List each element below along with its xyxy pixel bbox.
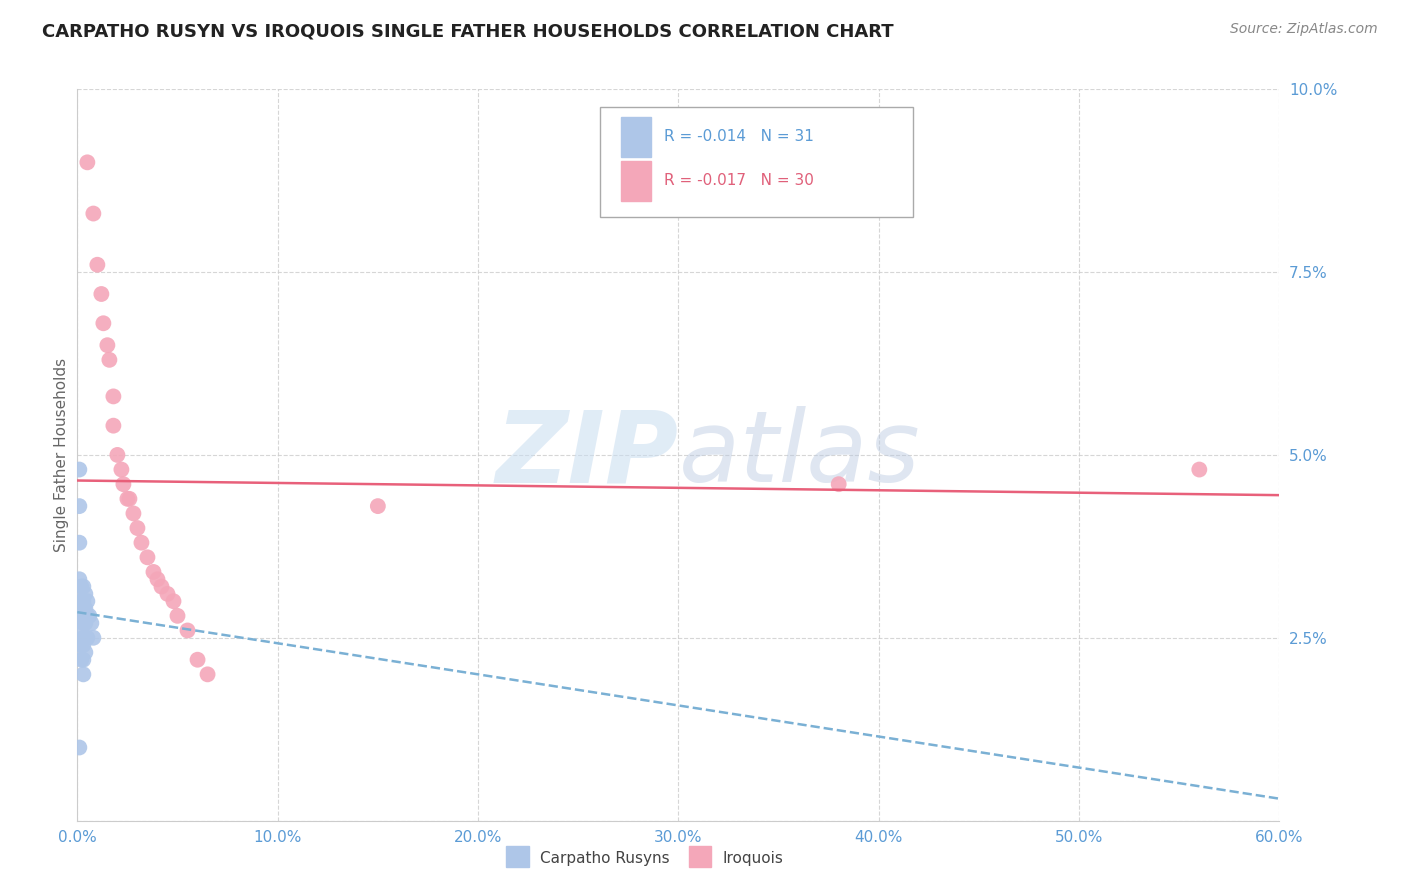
Point xyxy=(67,499,90,513)
Point xyxy=(150,580,173,594)
Point xyxy=(122,507,145,521)
Text: R = -0.014   N = 31: R = -0.014 N = 31 xyxy=(664,129,814,145)
Point xyxy=(103,389,125,403)
Point xyxy=(75,631,97,645)
Point xyxy=(93,316,115,330)
Point xyxy=(72,631,94,645)
Point xyxy=(96,338,118,352)
Point xyxy=(70,638,93,652)
Point xyxy=(82,206,104,220)
Point xyxy=(367,499,389,513)
Point xyxy=(98,352,121,367)
Point xyxy=(75,587,97,601)
Point xyxy=(67,535,90,549)
Point xyxy=(156,587,179,601)
Point xyxy=(146,572,169,586)
Point xyxy=(67,462,90,476)
Point xyxy=(110,462,132,476)
Point xyxy=(72,594,94,608)
Point xyxy=(107,448,129,462)
Point xyxy=(197,667,219,681)
Point xyxy=(70,608,93,623)
Point xyxy=(72,616,94,631)
Text: Source: ZipAtlas.com: Source: ZipAtlas.com xyxy=(1230,22,1378,37)
Point xyxy=(67,608,90,623)
Point xyxy=(76,631,98,645)
Point xyxy=(67,572,90,586)
Point xyxy=(72,653,94,667)
Point xyxy=(70,624,93,638)
Text: CARPATHO RUSYN VS IROQUOIS SINGLE FATHER HOUSEHOLDS CORRELATION CHART: CARPATHO RUSYN VS IROQUOIS SINGLE FATHER… xyxy=(42,22,894,40)
Point xyxy=(72,608,94,623)
Point xyxy=(70,580,93,594)
Point xyxy=(75,616,97,631)
Point xyxy=(90,287,112,301)
Point xyxy=(103,418,125,433)
Point xyxy=(76,608,98,623)
Point xyxy=(70,653,93,667)
Point xyxy=(86,258,108,272)
Text: Carpatho Rusyns: Carpatho Rusyns xyxy=(540,851,669,865)
Point xyxy=(75,601,97,615)
Point xyxy=(186,653,209,667)
Point xyxy=(131,535,153,549)
Point xyxy=(117,491,139,506)
Point xyxy=(70,594,93,608)
Point xyxy=(67,740,90,755)
Point xyxy=(72,667,94,681)
Point xyxy=(162,594,184,608)
Text: atlas: atlas xyxy=(679,407,920,503)
Point xyxy=(76,155,98,169)
Point xyxy=(1188,462,1211,476)
Point xyxy=(142,565,165,579)
FancyBboxPatch shape xyxy=(600,108,912,218)
Point xyxy=(76,594,98,608)
Point xyxy=(136,550,159,565)
Point xyxy=(166,608,188,623)
Point xyxy=(82,631,104,645)
Point xyxy=(112,477,135,491)
Text: R = -0.017   N = 30: R = -0.017 N = 30 xyxy=(664,173,814,188)
Point xyxy=(118,491,141,506)
Point xyxy=(72,580,94,594)
Point xyxy=(828,477,851,491)
FancyBboxPatch shape xyxy=(620,161,651,201)
Point xyxy=(75,645,97,659)
Point xyxy=(127,521,149,535)
Y-axis label: Single Father Households: Single Father Households xyxy=(53,358,69,552)
Text: Iroquois: Iroquois xyxy=(723,851,783,865)
Point xyxy=(79,608,101,623)
Point xyxy=(72,638,94,652)
Point xyxy=(176,624,198,638)
FancyBboxPatch shape xyxy=(620,117,651,157)
Text: ZIP: ZIP xyxy=(495,407,679,503)
Point xyxy=(80,616,103,631)
